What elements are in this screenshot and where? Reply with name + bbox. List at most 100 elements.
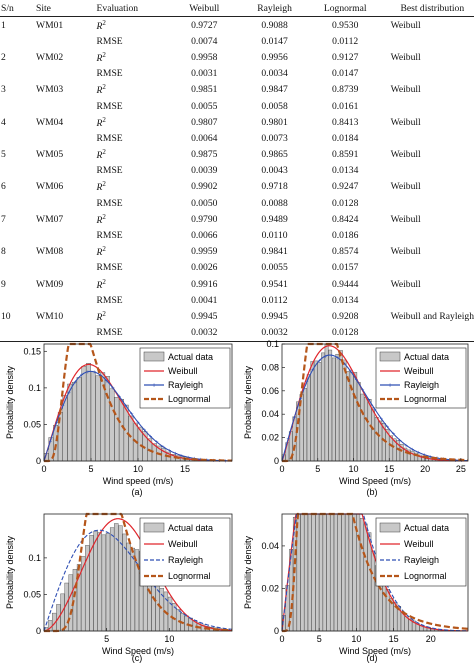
histogram-bar xyxy=(109,388,115,462)
x-tick-label: 5 xyxy=(317,634,322,644)
table-row: RMSE 0.0031 0.0034 0.0147 xyxy=(0,66,474,82)
empty-cell xyxy=(0,33,36,49)
table-row: RMSE 0.0064 0.0073 0.0184 xyxy=(0,130,474,146)
metric-r2-label: R2 xyxy=(97,308,170,324)
x-tick-label: 20 xyxy=(426,634,436,644)
rayleigh-marker: + xyxy=(161,445,165,451)
rmse-rayleigh: 0.0088 xyxy=(261,197,288,209)
table-row: RMSE 0.0074 0.0147 0.0112 xyxy=(0,33,474,49)
empty-cell xyxy=(381,33,474,49)
wind-distribution-figure: +++++++ +++++++++++++ + + + + + + + + +00.050.10.1… xyxy=(5,339,469,663)
plot-frame xyxy=(281,343,469,462)
rmse-lognormal: 0.0128 xyxy=(331,197,359,209)
rmse-weibull: 0.0041 xyxy=(191,294,218,306)
histogram-bar xyxy=(348,513,353,632)
rmse-lognormal: 0.0134 xyxy=(331,165,359,177)
histogram-bar xyxy=(105,532,111,632)
r2-weibull: 0.9916 xyxy=(191,278,218,290)
y-tick-label: 0 xyxy=(36,456,41,466)
legend-label: Weibull xyxy=(168,539,197,549)
rayleigh-marker: + xyxy=(143,428,147,434)
legend-label: Lognormal xyxy=(404,571,447,581)
results-table-section: S/n Site Evaluation Weibull Rayleigh Log… xyxy=(0,0,474,342)
table-row: RMSE 0.0041 0.0112 0.0134 xyxy=(0,292,474,308)
plot-frame xyxy=(43,513,233,632)
rayleigh-marker: + xyxy=(373,408,377,414)
legend: Actual data Weibull + Rayleigh Lognormal xyxy=(139,347,231,409)
site-number: 4 xyxy=(1,116,6,128)
r2-symbol: R xyxy=(96,214,103,226)
r2-lognormal: 0.9127 xyxy=(331,51,359,63)
rmse-rayleigh: 0.0073 xyxy=(261,132,288,144)
table-row: 2 WM02 R2 0.9958 0.9956 0.9127 Weibull xyxy=(0,49,474,65)
empty-cell xyxy=(36,33,97,49)
histogram-bar xyxy=(90,371,96,462)
rayleigh-marker: + xyxy=(92,370,96,376)
x-tick-label: 0 xyxy=(41,464,46,474)
empty-cell xyxy=(0,260,36,276)
histogram-bar xyxy=(167,596,173,632)
histogram-bar xyxy=(176,608,181,632)
rayleigh-marker: + xyxy=(324,354,328,360)
rayleigh-marker: + xyxy=(392,432,396,438)
site-number: 6 xyxy=(1,181,6,193)
histogram-bar xyxy=(97,532,102,632)
rayleigh-marker: + xyxy=(361,388,365,394)
r2-lognormal: 0.8739 xyxy=(331,84,359,96)
histogram-bar xyxy=(331,357,336,462)
y-tick-label: 0.1 xyxy=(28,383,41,393)
x-axis-label: Wind Speed (m/s) xyxy=(339,646,411,656)
rmse-rayleigh: 0.0147 xyxy=(261,35,288,47)
empty-cell xyxy=(36,130,97,146)
metric-rmse-label: RMSE xyxy=(96,132,123,144)
best-distribution: Weibull xyxy=(390,181,421,193)
legend: Actual data Weibull Rayleigh Lognormal xyxy=(375,517,467,587)
rayleigh-marker: + xyxy=(111,386,115,392)
histogram-bar xyxy=(352,513,357,632)
empty-cell xyxy=(0,163,36,179)
histogram-bar xyxy=(81,366,87,462)
histogram-bar xyxy=(114,396,120,462)
legend-label: Rayleigh xyxy=(168,380,203,390)
rayleigh-marker: + xyxy=(429,455,433,461)
empty-cell xyxy=(36,66,97,82)
legend-label: Rayleigh xyxy=(404,555,439,565)
y-tick-label: 0.02 xyxy=(261,433,279,443)
x-tick-label: 25 xyxy=(456,464,466,474)
histogram-bar xyxy=(322,513,327,632)
y-tick-label: 0.1 xyxy=(266,339,279,349)
histogram-bar xyxy=(389,435,393,462)
rmse-weibull: 0.0031 xyxy=(191,68,218,80)
x-tick-label: 10 xyxy=(164,634,174,644)
histogram-bar xyxy=(337,513,342,632)
rmse-weibull: 0.0032 xyxy=(169,324,240,342)
table-row: 9 WM09 R2 0.9916 0.9541 0.9444 Weibull xyxy=(0,276,474,292)
rayleigh-marker: + xyxy=(61,404,65,410)
rayleigh-marker: + xyxy=(124,403,128,409)
r2-rayleigh: 0.9801 xyxy=(261,116,288,128)
empty-cell xyxy=(381,227,474,243)
x-tick-label: 5 xyxy=(104,634,109,644)
rayleigh-curve xyxy=(43,529,233,632)
histogram-bar xyxy=(363,523,368,632)
histogram-bar xyxy=(311,513,316,632)
header-site: Site xyxy=(36,0,97,17)
lognormal-curve xyxy=(44,512,233,633)
histogram-bar xyxy=(367,532,372,632)
rayleigh-marker: + xyxy=(224,459,228,465)
metric-rmse-label: RMSE xyxy=(96,197,123,209)
chart-panel-3: 0 0.05 0.1 5 10 Wind Speed (m/s) Probability d… xyxy=(5,512,233,663)
empty-cell xyxy=(36,260,97,276)
r2-rayleigh: 0.9956 xyxy=(261,51,288,63)
rayleigh-marker: + xyxy=(460,459,464,465)
r2-exponent: 2 xyxy=(102,277,106,286)
rmse-rayleigh: 0.0112 xyxy=(261,294,288,306)
histogram-bar xyxy=(300,513,305,632)
r2-lognormal: 0.8413 xyxy=(331,116,359,128)
legend-marker: + xyxy=(152,383,156,390)
x-axis-label: Wind Speed (m/s) xyxy=(339,476,411,486)
x-tick-label: 0 xyxy=(279,464,284,474)
rayleigh-marker: + xyxy=(67,390,71,396)
empty-cell xyxy=(380,324,474,342)
y-axis-label: Probability density xyxy=(5,535,15,609)
